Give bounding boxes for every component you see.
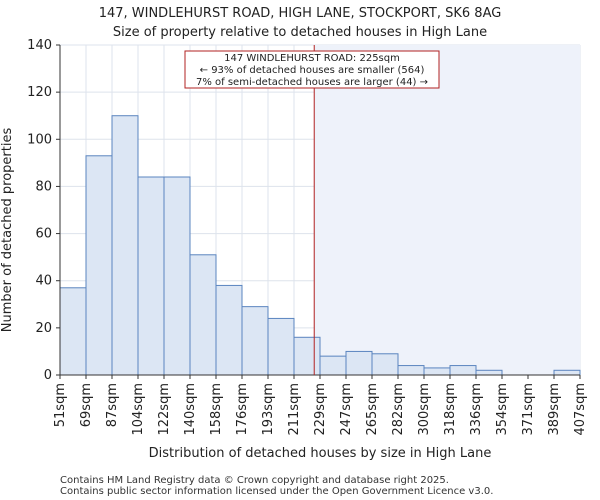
annotation-line-2: ← 93% of detached houses are smaller (56… xyxy=(200,65,425,76)
highlight-region xyxy=(314,45,580,375)
y-tick-label-100: 100 xyxy=(27,132,52,147)
y-tick-label-0: 0 xyxy=(44,368,52,383)
x-tick-label-122sqm: 122sqm xyxy=(157,383,172,436)
x-tick-label-389sqm: 389sqm xyxy=(547,383,562,436)
chart-title: 147, WINDLEHURST ROAD, HIGH LANE, STOCKP… xyxy=(99,6,502,21)
bar-265sqm xyxy=(371,353,399,376)
x-axis-label: Distribution of detached houses by size … xyxy=(149,446,492,461)
annotation-box xyxy=(184,50,440,89)
y-tick-label-20: 20 xyxy=(35,321,52,336)
x-tick-label-300sqm: 300sqm xyxy=(417,383,432,436)
x-tick-label-193sqm: 193sqm xyxy=(261,383,276,436)
bar-282sqm xyxy=(397,365,425,376)
bar-51sqm xyxy=(59,287,87,376)
x-tick-label-336sqm: 336sqm xyxy=(469,383,484,436)
bar-158sqm xyxy=(215,284,243,376)
y-tick-label-60: 60 xyxy=(35,227,52,242)
x-tick-label-69sqm: 69sqm xyxy=(79,383,94,427)
x-tick-label-140sqm: 140sqm xyxy=(183,383,198,436)
x-tick-label-229sqm: 229sqm xyxy=(313,383,328,436)
footer-line-2: Contains public sector information licen… xyxy=(60,486,493,497)
x-tick-label-176sqm: 176sqm xyxy=(235,383,250,436)
x-tick-label-158sqm: 158sqm xyxy=(209,383,224,436)
bar-211sqm xyxy=(293,336,321,376)
bar-389sqm xyxy=(553,369,581,376)
x-tick-label-265sqm: 265sqm xyxy=(365,383,380,436)
x-tick-label-247sqm: 247sqm xyxy=(339,383,354,436)
bar-87sqm xyxy=(111,115,139,376)
y-tick-label-40: 40 xyxy=(35,274,52,289)
y-tick-label-120: 120 xyxy=(27,85,52,100)
x-tick-label-104sqm: 104sqm xyxy=(131,383,146,436)
bar-193sqm xyxy=(267,317,295,376)
bar-122sqm xyxy=(163,176,191,376)
bar-140sqm xyxy=(189,254,217,376)
y-tick-label-80: 80 xyxy=(35,179,52,194)
annotation: 147 WINDLEHURST ROAD: 225sqm ← 93% of de… xyxy=(184,50,440,89)
x-tick-label-407sqm: 407sqm xyxy=(573,383,588,436)
x-tick-label-282sqm: 282sqm xyxy=(391,383,406,436)
annotation-line-3: 7% of semi-detached houses are larger (4… xyxy=(196,77,428,88)
y-axis-label: Number of detached properties xyxy=(0,128,15,333)
bar-247sqm xyxy=(345,350,373,376)
bar-176sqm xyxy=(241,306,269,376)
y-ticks: 0 20 40 60 80 100 120 140 xyxy=(27,38,60,383)
x-ticks: 51sqm 69sqm 87sqm 104sqm 122sqm 140sqm 158sqm 1… xyxy=(53,375,588,436)
chart-subtitle: Size of property relative to detached ho… xyxy=(113,25,487,40)
bar-300sqm xyxy=(423,367,451,376)
x-tick-label-51sqm: 51sqm xyxy=(53,383,68,427)
bars xyxy=(59,115,581,376)
bar-336sqm xyxy=(475,369,503,376)
x-tick-label-354sqm: 354sqm xyxy=(495,383,510,436)
bar-69sqm xyxy=(85,155,113,376)
x-tick-label-318sqm: 318sqm xyxy=(443,383,458,436)
x-tick-label-371sqm: 371sqm xyxy=(521,383,536,436)
bar-104sqm xyxy=(137,176,165,376)
y-tick-label-140: 140 xyxy=(27,38,52,53)
annotation-line-1: 147 WINDLEHURST ROAD: 225sqm xyxy=(224,53,400,64)
bar-229sqm xyxy=(319,355,347,376)
footer-line-1: Contains HM Land Registry data © Crown c… xyxy=(60,475,449,486)
x-tick-label-211sqm: 211sqm xyxy=(287,383,302,436)
x-tick-label-87sqm: 87sqm xyxy=(105,383,120,427)
bar-318sqm xyxy=(449,365,477,376)
